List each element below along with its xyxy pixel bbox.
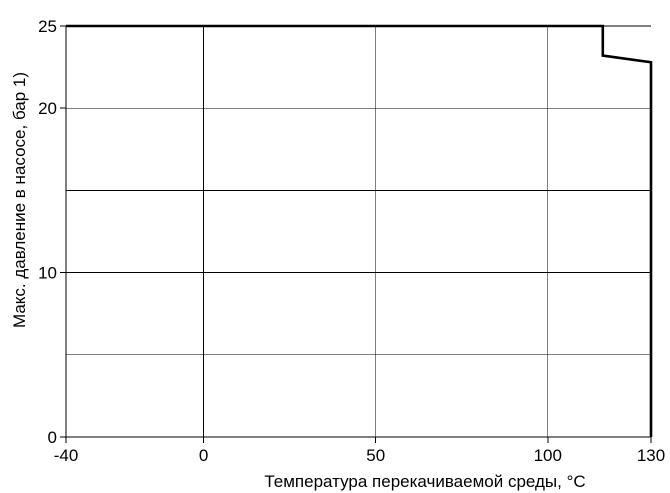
y-tick-label-0: 0 (48, 428, 57, 447)
x-tick-label--40: -40 (54, 446, 79, 465)
max-pressure-line-0 (66, 24, 653, 437)
axes (65, 26, 651, 438)
series-lines (66, 24, 653, 437)
y-tick-label-20: 20 (38, 99, 57, 118)
x-tick-label-100: 100 (534, 446, 562, 465)
y-tick-label-10: 10 (38, 264, 57, 283)
y-tick-label-25: 25 (38, 17, 57, 36)
y-axis-title: Макс. давление в насосе, бар 1) (10, 72, 29, 328)
grid-lines (66, 25, 651, 437)
x-tick-label-0: 0 (199, 446, 208, 465)
x-tick-label-50: 50 (366, 446, 385, 465)
x-axis-title: Температура перекачиваемой среды, °C (264, 472, 585, 491)
x-tick-label-130: 130 (637, 446, 665, 465)
